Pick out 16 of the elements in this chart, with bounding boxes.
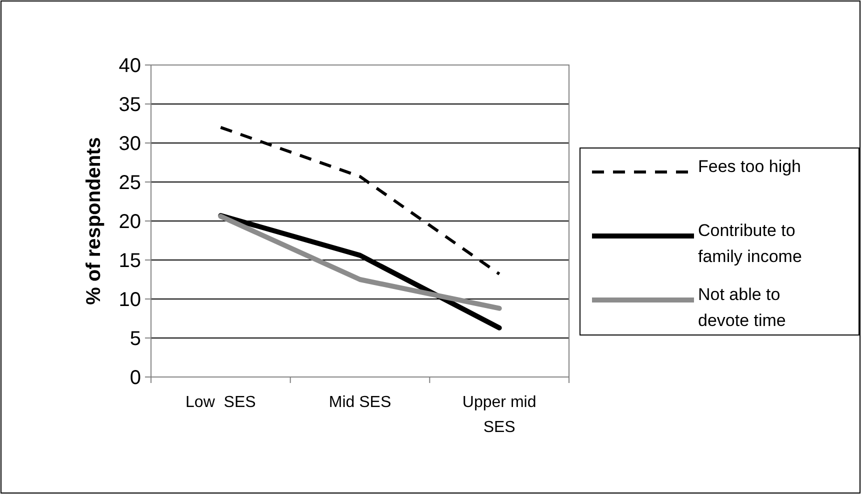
x-tick-label: Low SES xyxy=(186,394,256,411)
y-tick-label: 35 xyxy=(118,94,141,116)
y-tick-label: 25 xyxy=(118,172,141,194)
y-tick-label: 20 xyxy=(118,211,141,233)
x-tick-label: Mid SES xyxy=(328,394,392,411)
legend-label: Not able to devote time xyxy=(698,285,786,330)
legend-label: Fees too high xyxy=(698,157,802,176)
y-tick-label: 30 xyxy=(118,133,141,155)
y-tick-label: 40 xyxy=(118,55,141,77)
y-tick-label: 15 xyxy=(118,250,141,272)
y-axis-title: % of respondents xyxy=(83,137,105,305)
y-tick-label: 5 xyxy=(130,328,141,350)
legend-label: Contribute to family income xyxy=(698,221,802,266)
x-tick-label: Upper mid SES xyxy=(462,394,536,436)
y-tick-label: 10 xyxy=(118,289,141,311)
y-tick-label: 0 xyxy=(130,367,141,389)
